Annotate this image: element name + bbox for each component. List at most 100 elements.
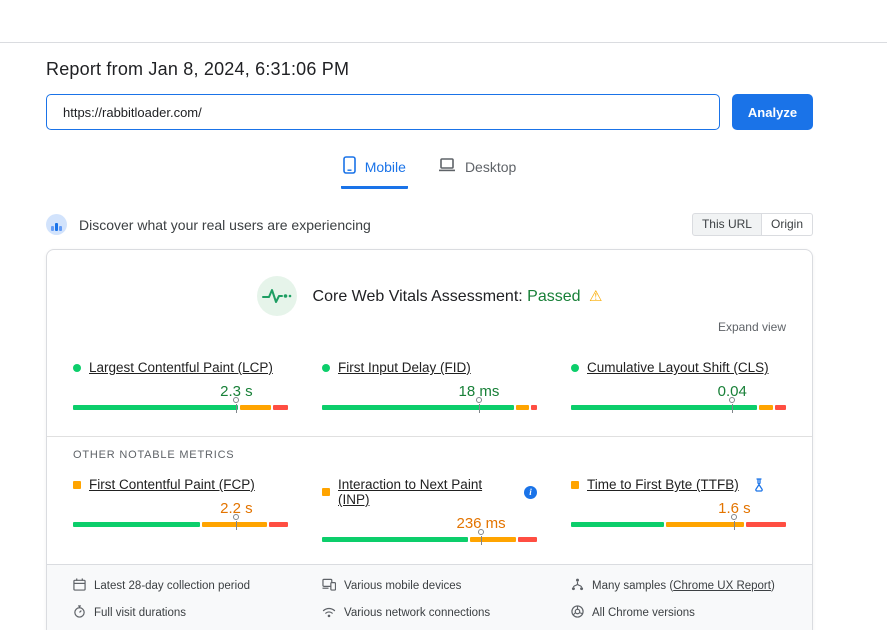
info-icon[interactable]: i [524,486,537,499]
bar-ni-segment [470,537,516,542]
rating-bullet-icon [73,481,81,489]
bar-good-segment [571,405,757,410]
p75-marker [731,514,737,520]
desktop-laptop-icon [438,158,456,175]
bar-ni-segment [240,405,272,410]
rating-bullet-icon [322,364,330,372]
rating-bullet-icon [322,488,330,496]
footnote-versions: All Chrome versions [571,605,786,621]
url-form: Analyze [46,94,813,130]
tab-mobile[interactable]: Mobile [341,150,408,189]
bar-good-segment [73,522,200,527]
cwv-assessment-result: Passed [527,288,580,305]
rating-bullet-icon [571,364,579,372]
bar-good-segment [73,405,238,410]
mobile-phone-icon [343,156,356,177]
footnote-text: Full visit durations [94,607,186,619]
distribution-bar-inp [322,537,537,542]
p75-marker [729,397,735,403]
field-data-header: Discover what your real users are experi… [46,213,813,236]
bar-ni-segment [666,522,744,527]
distribution-bar-lcp [73,405,288,410]
footnote-text: Many samples (Chrome UX Report) [592,580,775,592]
metric-lcp: Largest Contentful Paint (LCP) 2.3 s [73,360,288,410]
metric-fid: First Input Delay (FID) 18 ms [322,360,537,410]
pulse-icon [257,276,297,316]
footnote-connections: Various network connections [322,605,537,621]
cwv-assessment-header: Core Web Vitals Assessment: Passed ⚠ [73,276,786,316]
device-tabs: Mobile Desktop [46,150,813,189]
other-metrics-row: First Contentful Paint (FCP) 2.2 s Inter… [73,477,786,542]
samples-prefix: Many samples ( [592,580,673,592]
scope-origin-button[interactable]: Origin [762,213,813,236]
devices-icon [322,578,336,594]
metric-cls: Cumulative Layout Shift (CLS) 0.04 [571,360,786,410]
scope-this-url-button[interactable]: This URL [692,213,762,236]
field-data-heading: Discover what your real users are experi… [79,217,371,233]
bar-poor-segment [518,537,537,542]
distribution-bar-fcp [73,522,288,527]
url-input[interactable] [46,94,720,130]
samples-fork-icon [571,578,584,594]
users-chart-icon [46,214,67,235]
section-divider [47,436,812,437]
scope-toggle: This URL Origin [692,213,813,236]
footnote-text: Latest 28-day collection period [94,580,250,592]
rating-bullet-icon [73,364,81,372]
p75-marker [233,514,239,520]
footnote-durations: Full visit durations [73,605,288,621]
network-signal-icon [322,606,336,621]
footnote-samples: Many samples (Chrome UX Report) [571,578,786,594]
page-title: Report from Jan 8, 2024, 6:31:06 PM [46,59,813,80]
footnote-text: Various network connections [344,607,490,619]
metric-link-inp[interactable]: Interaction to Next Paint (INP) [338,477,510,507]
bar-poor-segment [746,522,786,527]
main-content: Report from Jan 8, 2024, 6:31:06 PM Anal… [46,59,813,630]
bar-ni-segment [202,522,267,527]
tab-mobile-label: Mobile [365,159,406,175]
expand-view-link[interactable]: Expand view [718,320,786,334]
other-metrics-label: OTHER NOTABLE METRICS [73,449,786,461]
bar-good-segment [322,405,514,410]
collection-footnotes: Latest 28-day collection period Various … [47,564,812,630]
top-navigation-bar [0,0,887,43]
footnote-text: Various mobile devices [344,580,461,592]
experimental-flask-icon[interactable] [753,478,765,492]
bar-poor-segment [531,405,537,410]
footnote-collection-period: Latest 28-day collection period [73,578,288,594]
rating-bullet-icon [571,481,579,489]
bar-poor-segment [775,405,786,410]
bar-ni-segment [516,405,529,410]
calendar-icon [73,578,86,594]
chrome-ux-report-link[interactable]: Chrome UX Report [673,580,771,592]
cwv-assessment-prefix: Core Web Vitals Assessment: [313,288,523,305]
p75-marker [476,397,482,403]
distribution-bar-ttfb [571,522,786,527]
metric-link-fid[interactable]: First Input Delay (FID) [338,360,471,375]
distribution-bar-cls [571,405,786,410]
metric-link-cls[interactable]: Cumulative Layout Shift (CLS) [587,360,769,375]
metric-link-ttfb[interactable]: Time to First Byte (TTFB) [587,477,739,492]
metric-link-fcp[interactable]: First Contentful Paint (FCP) [89,477,255,492]
tab-desktop-label: Desktop [465,159,516,175]
core-metrics-row: Largest Contentful Paint (LCP) 2.3 s Fir… [73,360,786,410]
samples-suffix: ) [771,580,775,592]
chrome-icon [571,605,584,621]
expand-view-row: Expand view [73,318,786,336]
p75-marker [478,529,484,535]
tab-desktop[interactable]: Desktop [436,150,518,189]
footnote-text: All Chrome versions [592,607,695,619]
metric-link-lcp[interactable]: Largest Contentful Paint (LCP) [89,360,273,375]
warning-triangle-icon[interactable]: ⚠ [589,288,602,305]
distribution-bar-fid [322,405,537,410]
bar-poor-segment [273,405,288,410]
bar-good-segment [322,537,468,542]
stopwatch-icon [73,605,86,621]
metric-inp: Interaction to Next Paint (INP) i 236 ms [322,477,537,542]
field-data-card: Core Web Vitals Assessment: Passed ⚠ Exp… [46,249,813,630]
footnote-devices: Various mobile devices [322,578,537,594]
analyze-button[interactable]: Analyze [732,94,813,130]
metric-ttfb: Time to First Byte (TTFB) 1.6 s [571,477,786,542]
p75-marker [233,397,239,403]
metric-fcp: First Contentful Paint (FCP) 2.2 s [73,477,288,542]
